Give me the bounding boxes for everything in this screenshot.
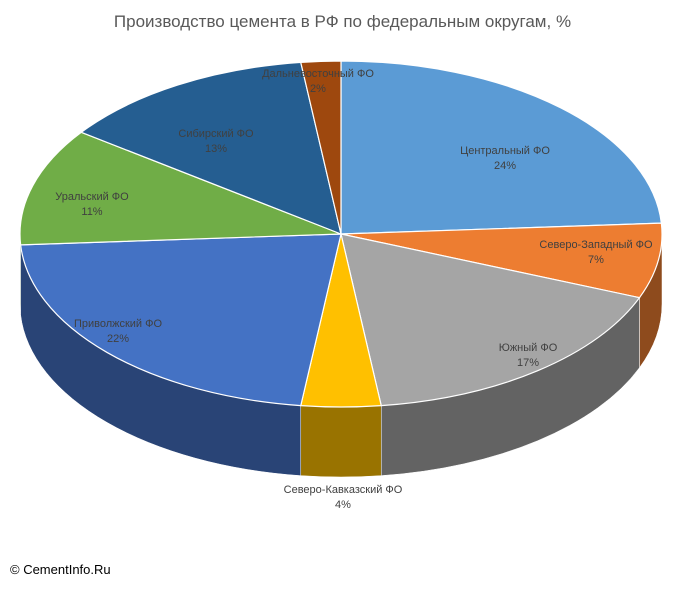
pie-slice-2 (340, 233, 641, 407)
pie-side-3 (300, 405, 382, 478)
slice-label-3: Северо-Кавказский ФО 4% (284, 484, 403, 511)
pie-slice-4 (19, 233, 342, 407)
slice-name-0: Центральный ФО (460, 145, 550, 157)
slice-label-7: Дальневосточный ФО 2% (262, 68, 374, 95)
pie-slice-6 (80, 61, 342, 235)
copyright-notice: © CementInfo.Ru (10, 562, 111, 577)
chart-title: Производство цемента в РФ по федеральным… (113, 12, 572, 31)
slice-value-3: 4% (335, 499, 351, 511)
slice-name-5: Уральский ФО (55, 191, 129, 203)
slice-label-6: Сибирский ФО 13% (178, 128, 254, 155)
slice-value-5: 11% (81, 206, 102, 218)
pie-slice-0 (340, 60, 663, 235)
slice-value-1: 7% (588, 254, 604, 266)
slice-label-4: Приволжский ФО 22% (74, 318, 163, 345)
slice-name-4: Приволжский ФО (74, 318, 163, 330)
slice-value-0: 24% (494, 160, 516, 172)
slice-value-7: 2% (310, 83, 326, 95)
pie-slice-5 (19, 131, 342, 246)
slice-value-4: 22% (107, 333, 129, 345)
slice-name-2: Южный ФО (499, 342, 558, 354)
slice-label-2: Южный ФО 17% (499, 342, 558, 369)
pie-slice-1 (340, 222, 663, 299)
slice-value-6: 13% (205, 143, 227, 155)
slice-label-0: Центральный ФО 24% (460, 145, 550, 172)
slice-name-7: Дальневосточный ФО (262, 68, 374, 80)
slice-name-3: Северо-Кавказский ФО (284, 484, 403, 496)
slice-value-2: 17% (517, 357, 539, 369)
slice-name-1: Северо-Западный ФО (539, 239, 653, 251)
pie-slice-7 (300, 60, 342, 235)
pie-labels: Центральный ФО 24% Северо-Западный ФО 7% Южн… (55, 68, 653, 511)
pie-sides (19, 233, 663, 478)
pie-top (19, 60, 663, 408)
slice-label-1: Северо-Западный ФО 7% (539, 239, 653, 266)
slice-label-5: Уральский ФО 11% (55, 191, 129, 218)
slice-name-6: Сибирский ФО (178, 128, 254, 140)
